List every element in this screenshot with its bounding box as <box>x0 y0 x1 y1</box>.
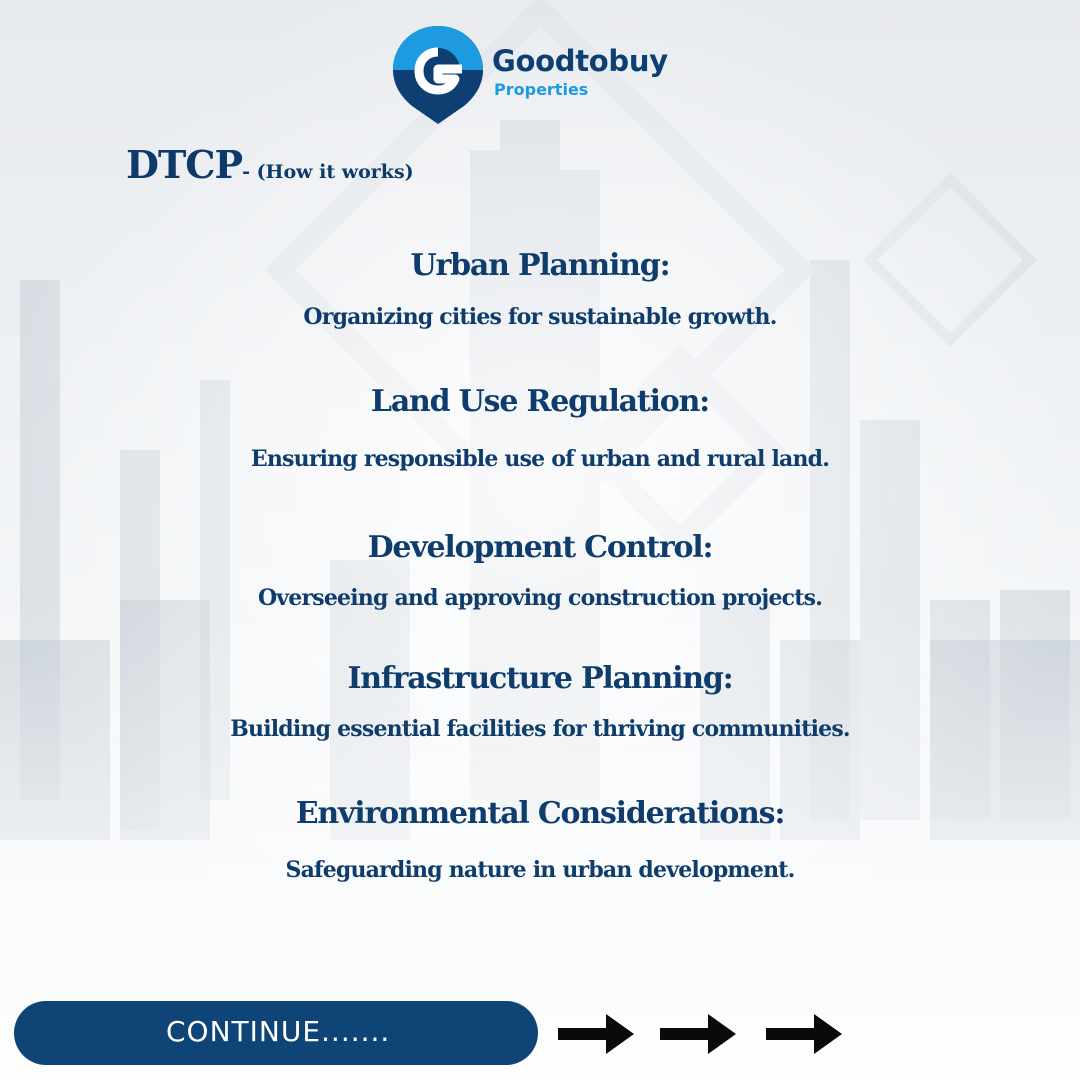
item-description-land-use-regulation: Ensuring responsible use of urban and ru… <box>250 446 830 472</box>
continue-button-label: CONTINUE....... <box>166 1015 391 1048</box>
item-description-environmental-considerations: Safeguarding nature in urban development… <box>285 857 795 883</box>
item-heading-environmental-considerations: Environmental Considerations: <box>295 796 786 831</box>
page-title: DTCP- (How it works) <box>126 142 414 187</box>
arrow-right-icon <box>558 1014 634 1054</box>
page-title-main: DTCP <box>126 142 243 187</box>
location-pin-g-icon <box>393 26 483 124</box>
item-description-urban-planning: Organizing cities for sustainable growth… <box>303 304 777 330</box>
continue-button[interactable]: CONTINUE....... <box>14 1001 538 1065</box>
brand-logo: Goodtobuy Properties <box>390 22 690 126</box>
brand-subtitle: Properties <box>494 80 589 99</box>
item-heading-land-use-regulation: Land Use Regulation: <box>370 384 710 419</box>
item-description-development-control: Overseeing and approving construction pr… <box>257 585 823 611</box>
arrow-right-icon <box>660 1014 736 1054</box>
item-heading-urban-planning: Urban Planning: <box>410 248 671 283</box>
brand-name: Goodtobuy <box>492 44 668 78</box>
arrow-right-icon <box>766 1014 842 1054</box>
page-title-suffix: - (How it works) <box>242 161 414 183</box>
item-description-infrastructure-planning: Building essential facilities for thrivi… <box>230 716 850 742</box>
item-heading-development-control: Development Control: <box>367 530 714 565</box>
item-heading-infrastructure-planning: Infrastructure Planning: <box>347 661 733 696</box>
